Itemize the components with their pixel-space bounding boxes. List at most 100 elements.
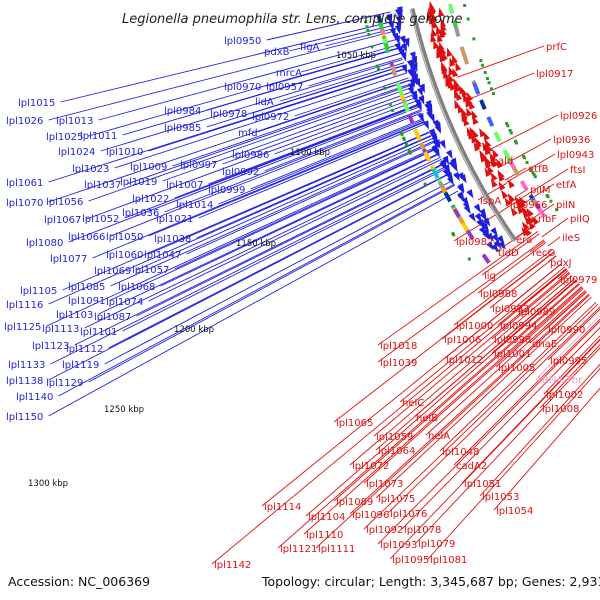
gene-label-minus: lpl1048: [442, 447, 479, 458]
leader-line-minus: [373, 271, 570, 437]
gene-label-trna: tRNA-Thr: [538, 375, 583, 386]
gene-label-minus: lpl1064: [378, 446, 415, 457]
plus-strand-feature: [415, 101, 422, 112]
leader-line-plus: [62, 131, 430, 291]
gene-label-minus: lpl0995: [550, 356, 587, 367]
minus-strand-feature: [438, 7, 445, 17]
plus-strand-feature: [401, 43, 407, 53]
gc-dot: [408, 151, 412, 155]
cog-box: [537, 207, 547, 218]
footer-background: [0, 570, 600, 600]
minus-strand-feature: [526, 207, 534, 218]
minus-strand-feature: [456, 91, 463, 101]
minus-strand-feature: [521, 221, 530, 231]
gene-label-plus: lpl1070: [6, 198, 43, 209]
gene-label-plus: lpl0999: [208, 185, 245, 196]
gene-label-minus: ileS: [562, 233, 580, 244]
leader-line-plus: [198, 123, 426, 219]
gene-label-plus: lpl1119: [62, 360, 99, 371]
leader-line-plus: [48, 173, 450, 381]
minus-strand-feature: [452, 54, 458, 64]
gc-dot: [377, 67, 381, 71]
leader-line-plus: [50, 166, 446, 365]
plus-strand-feature: [439, 160, 446, 171]
cog-box: [461, 222, 470, 233]
gene-label-plus: lpl1026: [6, 116, 43, 127]
leader-line-minus: [211, 268, 568, 565]
minus-strand-feature: [501, 189, 509, 200]
leader-line-plus: [196, 135, 431, 239]
leader-line-plus: [280, 62, 404, 102]
cog-box: [407, 113, 415, 125]
minus-strand-feature: [518, 199, 527, 209]
leader-line-plus: [301, 44, 399, 73]
leader-line-minus: [375, 296, 592, 499]
leader-line-minus: [493, 387, 600, 511]
leader-line-minus: [489, 255, 557, 309]
leader-line-minus: [277, 282, 580, 549]
plus-strand-feature: [394, 35, 400, 45]
minus-strand-feature: [431, 12, 438, 22]
minus-strand-feature: [439, 28, 446, 39]
leader-line-plus: [250, 118, 424, 190]
gene-label-plus: lpl1056: [46, 197, 83, 208]
leader-line-minus: [315, 294, 590, 549]
gc-dot: [487, 81, 491, 85]
gc-dot: [365, 25, 369, 29]
gene-label-minus: dnaE: [532, 339, 557, 350]
minus-strand-feature: [484, 159, 492, 169]
cog-box: [447, 3, 455, 15]
cog-box: [443, 191, 452, 203]
gene-label-minus: lpl1073: [366, 479, 403, 490]
gene-label-plus: lpl0997: [180, 160, 217, 171]
plus-strand-feature: [483, 217, 491, 227]
leader-line-minus: [495, 288, 584, 368]
map-title: Legionella pneumophila str. Lens, comple…: [122, 12, 463, 27]
gc-dot: [546, 195, 550, 199]
gene-label-plus: lpl1138: [6, 376, 43, 387]
leader-line-minus: [387, 306, 600, 514]
plus-strand-feature: [388, 21, 395, 31]
gene-label-plus: flgA: [300, 42, 320, 53]
gene-label-minus: helC: [402, 398, 424, 409]
minus-strand-feature: [429, 5, 436, 16]
gene-label-minus: pdxJ: [550, 258, 572, 269]
plus-strand-feature: [466, 189, 474, 199]
leader-line-minus: [377, 239, 545, 363]
leader-line-minus: [377, 231, 539, 346]
leader-line-minus: [520, 183, 555, 206]
kbp-tick-label: 1250 kbp: [104, 405, 144, 415]
minus-strand-feature: [472, 115, 479, 125]
plus-strand-feature: [473, 203, 481, 213]
gene-label-minus: lpl0943: [557, 150, 594, 161]
leader-line-plus: [58, 183, 455, 397]
leader-line-minus: [465, 72, 535, 101]
minus-strand-feature: [490, 172, 498, 182]
gene-label-minus: lpl1053: [482, 492, 519, 503]
plus-strand-feature: [403, 37, 410, 48]
gc-dot: [525, 160, 529, 164]
leader-line-minus: [305, 280, 577, 517]
gene-label-plus: lpl1022: [132, 194, 169, 205]
gene-label-plus: lpl1116: [6, 300, 43, 311]
leader-line-plus: [186, 141, 435, 255]
gene-label-minus: helA: [428, 431, 450, 442]
plus-strand-feature: [450, 162, 458, 173]
gene-label-plus: lpl1011: [80, 131, 117, 142]
gene-label-minus: lpl1006: [444, 335, 481, 346]
leader-line-minus: [481, 233, 540, 276]
minus-strand-feature: [510, 207, 518, 217]
leader-line-minus: [543, 335, 600, 395]
gene-label-minus: lpl1104: [308, 512, 345, 523]
gc-dot: [383, 86, 387, 90]
minus-strand-feature: [526, 215, 535, 225]
gene-label-plus: lpl1112: [66, 344, 103, 355]
cog-box: [465, 229, 475, 241]
leader-line-plus: [68, 106, 420, 243]
plus-strand-feature: [400, 52, 407, 62]
gene-label-minus: lpl1018: [380, 341, 417, 352]
leader-line-minus: [363, 303, 599, 530]
gc-dot: [509, 131, 513, 135]
gene-label-minus: lpl1008: [542, 404, 579, 415]
gc-dot: [404, 143, 408, 147]
